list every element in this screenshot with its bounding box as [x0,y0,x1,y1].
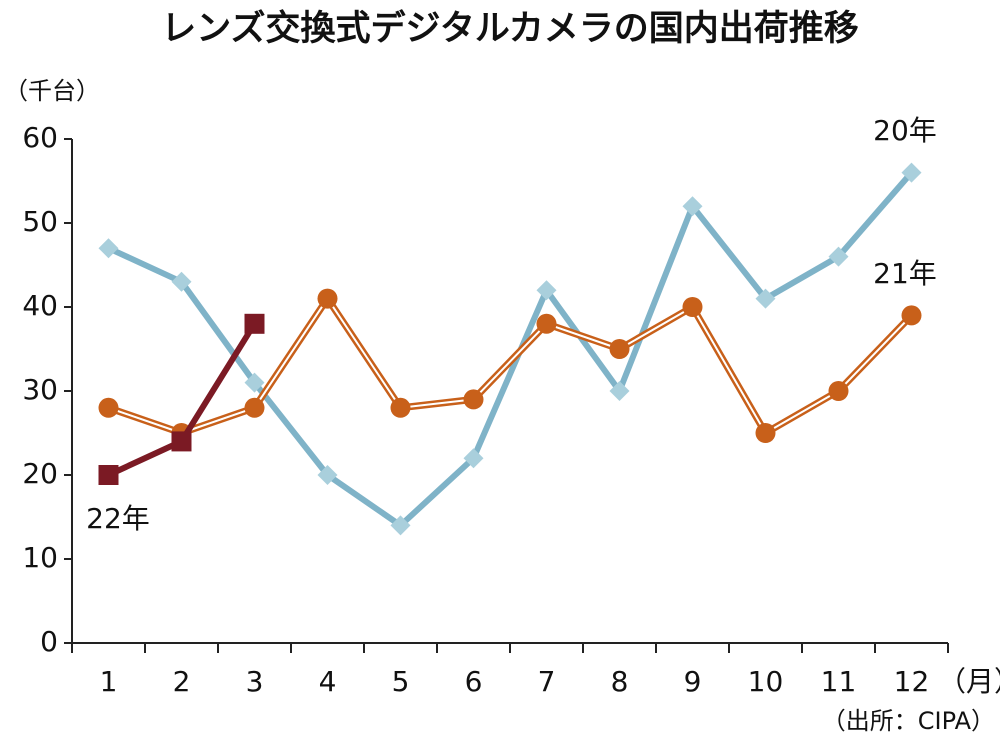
y-axis-label: （千台） [4,77,100,105]
y-tick-label: 50 [22,205,58,238]
y-tick-label: 30 [22,373,58,406]
x-tick-label: 7 [538,665,556,698]
marker [390,515,411,536]
marker [755,288,776,309]
series-line-inner [108,297,913,434]
y-tick-label: 10 [22,541,58,574]
series-line [107,170,914,529]
marker [609,339,630,359]
x-tick-label: 11 [821,665,857,698]
x-tick-label: 9 [684,665,702,698]
series-line [107,322,258,478]
series-label: 22年 [86,502,150,535]
marker [98,465,119,485]
marker [682,196,703,217]
series-label: 20年 [873,114,937,147]
marker [98,238,119,259]
marker [244,313,265,334]
x-tick-label: 4 [319,665,337,698]
x-tick-label: 2 [173,665,191,698]
marker [828,246,849,267]
marker [901,162,922,183]
marker [463,389,484,410]
marker [317,288,338,309]
marker [390,397,411,418]
marker [171,271,192,292]
marker [317,465,338,485]
y-tick-label: 0 [40,625,58,658]
marker [755,423,776,443]
marker [536,280,557,301]
x-tick-label: 10 [748,665,784,698]
x-tick-label: 6 [465,665,483,698]
marker [901,305,922,326]
x-axis-label: （月） [938,665,1000,698]
marker [609,381,630,401]
y-tick-label: 40 [22,289,58,322]
series-label: 21年 [873,257,937,290]
chart-title: レンズ交換式デジタルカメラの国内出荷推移 [161,8,859,49]
marker [463,448,484,469]
x-tick-label: 1 [100,665,118,698]
marker [244,397,265,418]
y-tick-label: 20 [22,457,58,490]
x-tick-label: 8 [611,665,629,698]
x-tick-label: 12 [894,665,930,698]
marker [171,431,192,452]
marker [98,397,119,418]
marker [536,313,557,334]
marker [682,297,703,317]
x-tick-label: 5 [392,665,410,698]
marker [244,372,265,393]
x-tick-label: 3 [246,665,264,698]
y-tick-label: 60 [22,121,58,154]
source: （出所：CIPA） [822,707,995,735]
marker [828,381,849,401]
